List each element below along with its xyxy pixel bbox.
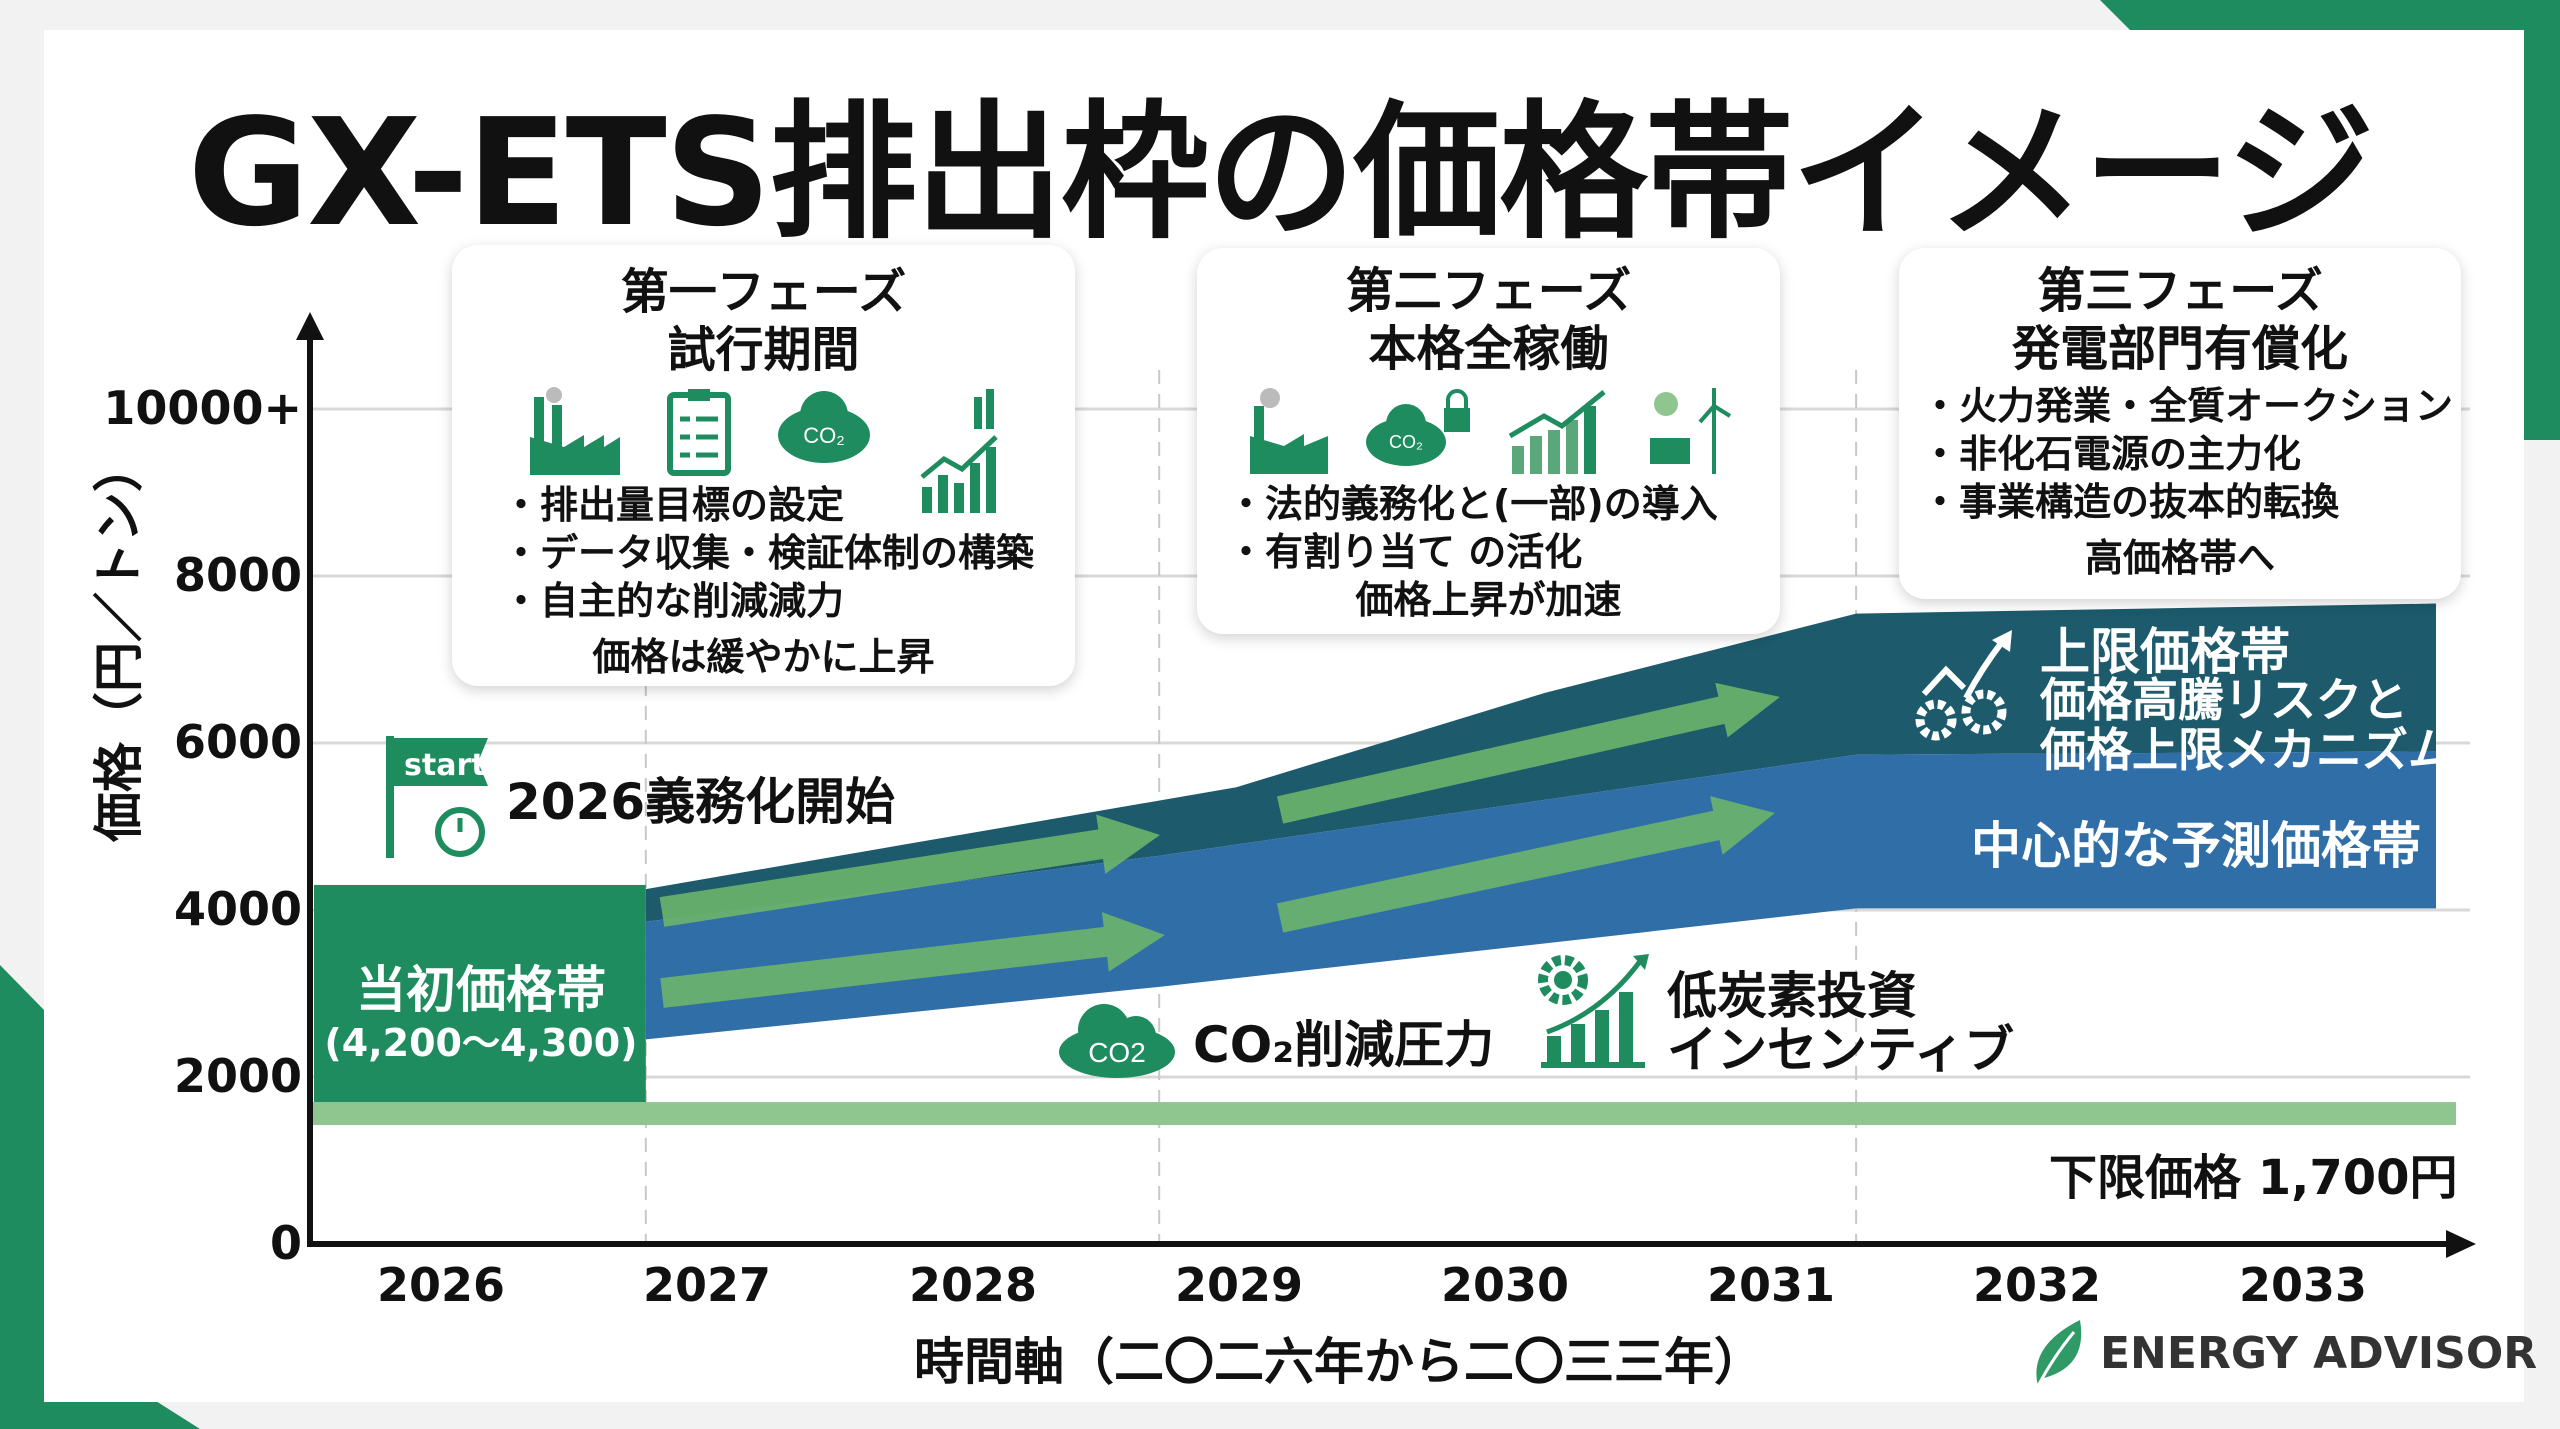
co2-cloud-icon: CO2 (1059, 1004, 1175, 1078)
brand-name: ENERGY ADVISOR (2100, 1328, 2538, 1379)
svg-text:CO₂: CO₂ (803, 423, 845, 448)
co2-cloud-icon: CO₂ (777, 391, 870, 463)
co2-lock-icon: CO₂ (1365, 389, 1470, 466)
trend-arrow (1276, 796, 1775, 933)
x-tick-label: 2031 (1706, 1258, 1836, 1312)
co2-pressure-label: CO₂削減圧力 (1193, 1016, 1495, 1074)
leaf-logo-icon (2036, 1320, 2082, 1387)
x-axis-title: 時間軸（二〇二六年から二〇三三年） (914, 1333, 1764, 1391)
growth-chart-icon (919, 389, 998, 513)
phase-bullet: ・有割り当て の活化 (1227, 530, 1583, 574)
y-tick-label: 6000 (173, 715, 302, 769)
page-title: GX-ETS排出枠の価格帯イメージ (187, 87, 2375, 259)
initial-band-range: (4,200〜4,300) (324, 1021, 638, 1065)
phase-name: 発電部門有償化 (2011, 321, 2348, 377)
phase-footer: 高価格帯へ (2084, 536, 2275, 580)
phase-bullet: ・自主的な削減減力 (502, 579, 845, 623)
renewable-energy-icon (1649, 388, 1731, 474)
upper-band-label-1: 上限価格帯 (2040, 623, 2290, 681)
floor-price-band (310, 1102, 2456, 1126)
trend-arrow (1276, 682, 1780, 824)
phase-name: 本格全稼働 (1368, 321, 1609, 377)
initial-band-title: 当初価格帯 (356, 961, 606, 1019)
bar-growth-icon (1508, 390, 1606, 474)
low-carbon-label-2: インセンティブ (1667, 1021, 2014, 1079)
phase-bullet: ・データ収集・検証体制の構築 (502, 531, 1035, 575)
x-tick-label: 2028 (908, 1258, 1038, 1312)
phase-bullet: ・非化石電源の主力化 (1921, 432, 2302, 476)
y-tick-label: 0 (269, 1216, 302, 1270)
factory-icon (529, 387, 620, 475)
phase-bullet: ・事業構造の抜本的転換 (1921, 480, 2340, 524)
y-axis-arrowhead (296, 312, 324, 340)
phase-card-2: 第二フェーズ 本格全稼働 CO₂ ・法的義務化と(一部)の導入 ・有割り当て の… (1197, 248, 1780, 634)
svg-text:CO₂: CO₂ (1389, 432, 1423, 452)
x-tick-label: 2033 (2238, 1258, 2368, 1312)
start-flag-icon (386, 736, 488, 858)
y-tick-label: 8000 (173, 548, 302, 602)
svg-text:CO2: CO2 (1088, 1037, 1146, 1068)
phase-card-1: 第一フェーズ 試行期間 CO₂ ・排出量目標の設定 ・データ収集・検証体制の構築… (452, 245, 1075, 686)
trend-arrow (660, 912, 1165, 1008)
central-band-label: 中心的な予測価格帯 (1971, 817, 2421, 875)
x-tick-label: 2029 (1174, 1258, 1304, 1312)
clipboard-icon (666, 389, 731, 476)
upper-band-label-2: 価格高騰リスクと (2040, 673, 2408, 727)
phase-label: 第三フェーズ (2037, 263, 2323, 319)
y-tick-label: 4000 (173, 882, 302, 936)
phase-bullet: ・法的義務化と(一部)の導入 (1227, 482, 1718, 526)
phase-bullet: ・排出量目標の設定 (502, 483, 845, 527)
phase-card-3: 第三フェーズ 発電部門有償化 ・火力発業・全質オークション ・非化石電源の主力化… (1899, 248, 2461, 599)
y-axis-title: 価格（円／トン） (79, 442, 151, 842)
x-tick-label: 2032 (1972, 1258, 2102, 1312)
initial-price-band (314, 884, 646, 1103)
factory-icon (1249, 388, 1328, 474)
gears-arrow-icon (1915, 630, 2012, 741)
phase-name: 試行期間 (667, 322, 860, 378)
y-tick-label: 10000+ (103, 381, 302, 435)
x-tick-label: 2026 (376, 1258, 506, 1312)
gear-growth-icon (1538, 954, 1649, 1068)
y-tick-label: 2000 (173, 1049, 302, 1103)
trend-arrow (659, 814, 1160, 927)
floor-price-label: 下限価格 1,700円 (2049, 1150, 2458, 1206)
x-tick-label: 2027 (642, 1258, 772, 1312)
phase-label: 第一フェーズ (620, 264, 907, 320)
phase-bullet: ・火力発業・全質オークション (1921, 384, 2454, 428)
phase-footer: 価格上昇が加速 (1355, 578, 1622, 622)
phase-footer: 価格は緩やかに上昇 (592, 635, 935, 679)
upper-band-label-3: 価格上限メカニズム (2040, 723, 2454, 777)
x-tick-label: 2030 (1440, 1258, 1570, 1312)
central-price-band (645, 751, 2436, 1040)
start-flag-label: start (404, 748, 486, 783)
x-axis-arrowhead (2446, 1230, 2476, 1258)
phase-label: 第二フェーズ (1345, 263, 1632, 319)
start-label: 2026義務化開始 (506, 773, 896, 831)
low-carbon-label-1: 低炭素投資 (1667, 967, 1917, 1025)
